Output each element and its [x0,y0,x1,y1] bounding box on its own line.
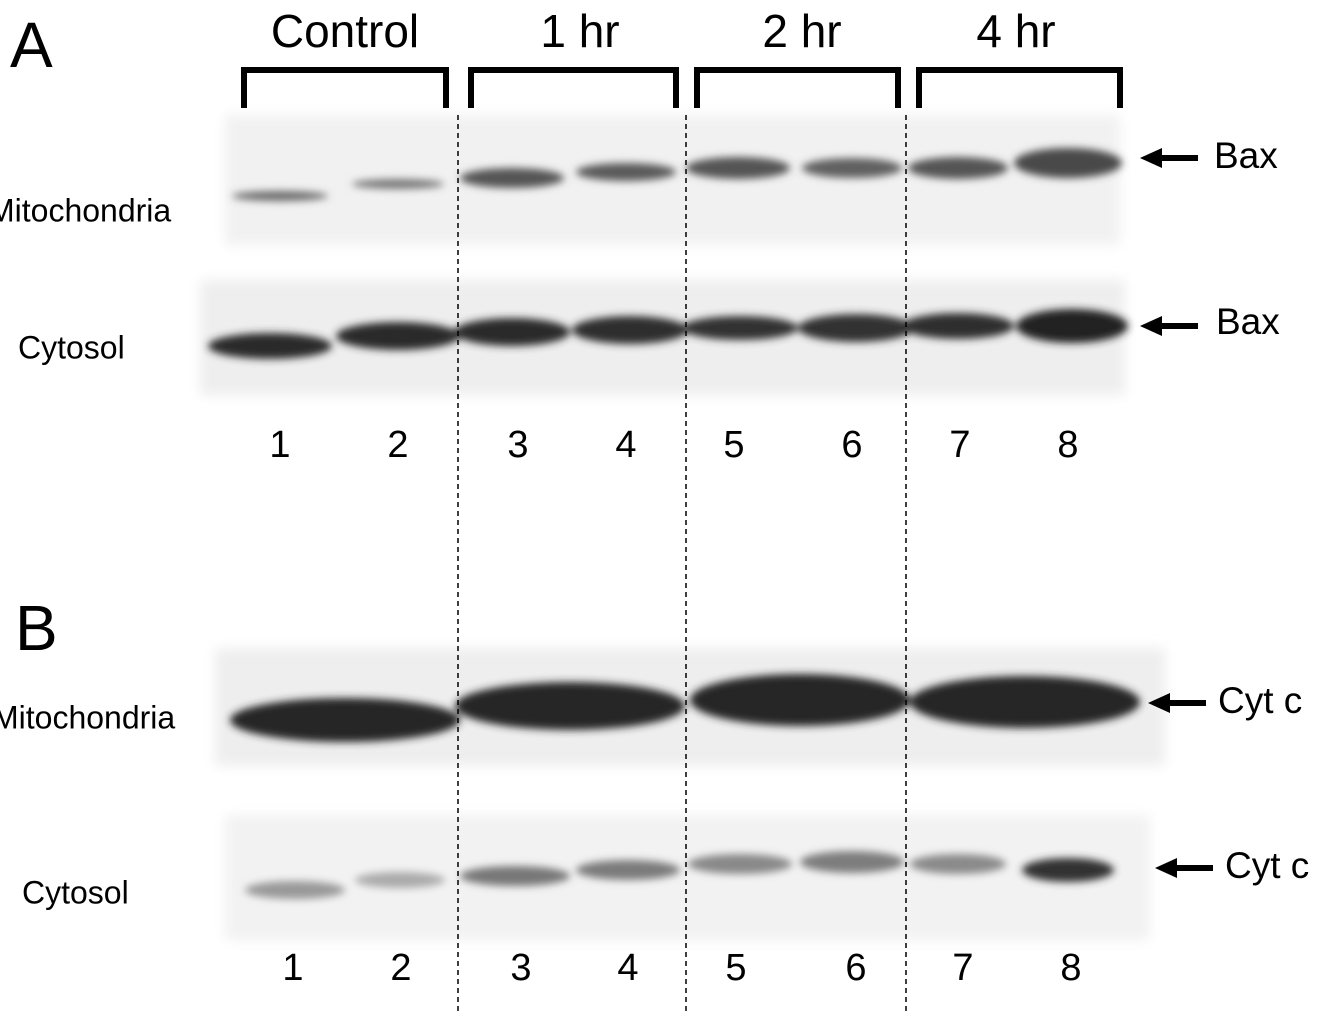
band [908,157,1008,179]
marker-label: Cyt c [1218,680,1302,721]
band [902,313,1014,339]
band [245,881,345,899]
band [232,191,328,201]
group-label: 2 hr [762,5,841,57]
brackets [244,70,1120,108]
band [688,854,792,874]
lane-number: 2 [390,947,411,989]
band [208,333,332,359]
band [460,866,570,886]
band [1016,309,1128,343]
band [352,179,444,189]
lane-number: 1 [269,424,290,466]
lane-number: 7 [952,947,973,989]
row-label: Cytosol [22,874,129,910]
band [336,322,460,350]
band [576,860,680,880]
lane-number: 5 [723,424,744,466]
marker-label: Bax [1214,135,1278,176]
band [1014,148,1122,178]
band [454,318,570,346]
band [682,316,798,340]
band [355,872,445,888]
marker-label: Cyt c [1225,845,1309,886]
lane-number: 1 [282,947,303,989]
arrows [1140,148,1213,878]
lane-number: 3 [510,947,531,989]
band [230,698,460,742]
band [572,316,688,344]
group-label: 4 hr [976,5,1055,57]
band [686,157,790,179]
blot-backgrounds [200,115,1165,940]
lane-number: 4 [615,424,636,466]
lane-number: 2 [387,424,408,466]
marker-label: Bax [1216,301,1280,342]
lane-number: 3 [507,424,528,466]
figure: A B Control 1 hr 2 hr 4 hr Mitochondria … [0,0,1329,1020]
row-label: Cytosol [18,329,125,365]
band [910,854,1006,874]
lane-number: 4 [617,947,638,989]
group-label: 1 hr [540,5,619,57]
band [460,168,564,188]
band [802,158,902,178]
band [800,851,904,873]
row-label: Mitochondria [0,192,171,228]
band [455,682,685,730]
band [910,676,1140,728]
row-label: Mitochondria [0,699,175,735]
lane-number: 6 [841,424,862,466]
band [576,163,676,181]
bands [208,148,1140,899]
lane-number: 8 [1057,424,1078,466]
panel-label: B [15,592,58,664]
group-label: Control [271,5,419,57]
panel-label: A [10,9,53,81]
band [1022,858,1114,882]
band [690,674,910,726]
lane-number: 8 [1060,947,1081,989]
lane-number: 5 [725,947,746,989]
band [798,314,914,342]
lane-number: 7 [949,424,970,466]
lane-number: 6 [845,947,866,989]
